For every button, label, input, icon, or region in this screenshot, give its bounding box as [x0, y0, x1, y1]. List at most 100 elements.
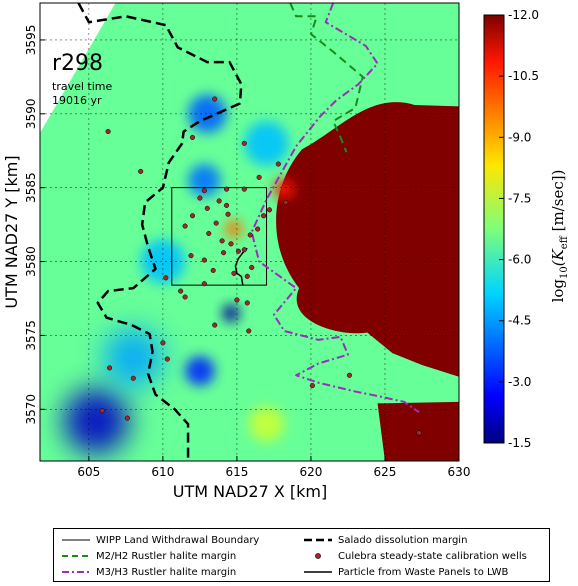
high-k-spot — [63, 388, 129, 454]
calibration-well-marker — [206, 230, 212, 237]
legend-item-wipp-boundary: WIPP Land Withdrawal Boundary — [62, 532, 259, 548]
y-axis-ticks: 3570 3575 3580 3585 3590 3595 — [24, 25, 45, 425]
calibration-well-marker — [416, 430, 422, 436]
legend-swatch-dashed-green — [62, 555, 90, 557]
calibration-well-marker — [249, 264, 255, 271]
calibration-well-marker — [283, 199, 289, 206]
colorbar-tick-label: -3.0 — [508, 375, 531, 389]
low-k-spot — [273, 178, 295, 200]
no-data-corner — [40, 3, 116, 134]
colorbar-label-main: (K — [549, 248, 567, 266]
legend-label-m2h2-margin: M2/H2 Rustler halite margin — [96, 550, 237, 562]
m3-h3-rustler-halite-margin-line — [250, 3, 420, 414]
calibration-well-marker — [241, 247, 247, 253]
legend-swatch-dashed-thick — [304, 538, 332, 542]
calibration-well-marker — [182, 294, 188, 300]
high-k-spot — [185, 356, 215, 386]
legend-item-m2h2-margin: M2/H2 Rustler halite margin — [62, 548, 236, 564]
colorbar-label: log10(Keff [m/sec]) — [549, 170, 570, 303]
calibration-well-marker — [197, 195, 203, 201]
calibration-well-marker — [228, 241, 234, 247]
run-label: r298 — [52, 51, 103, 76]
legend-label-particle-path: Particle from Waste Panels to LWB — [338, 566, 509, 578]
plot-area: 605 610 615 620 625 630 357035753580358535903… — [24, 2, 470, 479]
calibration-well-marker — [160, 340, 166, 346]
m2-h2-rustler-halite-margin-line — [289, 3, 364, 153]
calibration-well-marker — [216, 198, 222, 204]
x-tick-label: 625 — [374, 465, 397, 479]
colorbar-label-log: log — [549, 279, 567, 303]
legend-swatch-solid — [304, 571, 332, 573]
colorbar: -1.5 -3.0 -4.5 -6.0 -7.5 -9.0 -10.5 -12.0 log10… — [483, 8, 570, 450]
travel-time-value: 19016 yr — [52, 94, 102, 107]
colorbar-tick-label: -12.0 — [508, 8, 539, 22]
travel-time-label: travel time — [52, 80, 112, 93]
x-tick-label: 615 — [225, 465, 248, 479]
calibration-well-marker — [204, 205, 210, 211]
legend: WIPP Land Withdrawal Boundary Salado dis… — [53, 528, 550, 582]
series-layer — [77, 3, 422, 461]
colorbar-tick-label: -4.5 — [508, 314, 531, 328]
colorbar-label-unit: [m/sec]) — [549, 170, 567, 237]
legend-label-salado-margin: Salado dissolution margin — [338, 534, 468, 546]
legend-swatch-well-marker — [315, 553, 321, 559]
calibration-well-marker — [189, 213, 196, 219]
y-tick-label: 3595 — [24, 25, 38, 56]
calibration-well-marker — [244, 273, 250, 279]
particle-from-waste-panels-to-lwb-line — [234, 247, 248, 286]
calibration-well-marker — [224, 202, 230, 208]
high-k-spot — [244, 121, 289, 166]
legend-item-calibration-wells: Culebra steady-state calibration wells — [304, 548, 527, 564]
calibration-well-marker — [275, 161, 281, 167]
y-tick-label: 3585 — [24, 172, 38, 203]
y-tick-label: 3575 — [24, 320, 38, 351]
calibration-well-marker — [99, 408, 105, 414]
calibration-well-marker — [256, 174, 262, 180]
colorbar-label-sub: 10 — [559, 266, 570, 279]
legend-label-calibration-wells: Culebra steady-state calibration wells — [338, 550, 527, 562]
legend-label-wipp-boundary: WIPP Land Withdrawal Boundary — [96, 534, 260, 546]
calibration-well-marker — [241, 186, 247, 192]
calibration-well-marker — [244, 300, 250, 306]
calibration-well-marker — [346, 372, 352, 378]
calibration-well-marker — [164, 356, 170, 362]
calibration-well-marker — [235, 248, 241, 254]
calibration-well-marker — [225, 211, 231, 217]
x-tick-label: 610 — [151, 465, 174, 479]
legend-item-salado-margin: Salado dissolution margin — [304, 532, 467, 548]
x-axis-ticks: 605 610 615 620 625 630 — [77, 456, 470, 479]
legend-item-particle-path: Particle from Waste Panels to LWB — [304, 564, 508, 580]
legend-swatch-solid-thin — [62, 539, 90, 541]
high-k-spot — [140, 239, 186, 284]
calibration-well-marker — [124, 415, 130, 421]
calibration-well-marker — [130, 375, 136, 381]
legend-label-m3h3-margin: M3/H3 Rustler halite margin — [96, 566, 237, 578]
y-tick-label: 3580 — [24, 246, 38, 277]
colorbar-gradient — [483, 14, 505, 444]
y-tick-label: 3570 — [24, 394, 38, 425]
calibration-well-marker — [234, 297, 240, 303]
calibration-well-marker — [213, 220, 219, 226]
calibration-well-marker — [261, 213, 267, 219]
colorbar-tick-label: -10.5 — [508, 69, 539, 83]
x-tick-label: 620 — [299, 465, 322, 479]
calibration-well-marker — [178, 288, 184, 294]
calibration-well-marker — [188, 253, 194, 259]
x-tick-label: 605 — [77, 465, 100, 479]
high-k-spot — [222, 304, 240, 323]
y-tick-label: 3590 — [24, 99, 38, 130]
calibration-well-marker — [231, 270, 237, 276]
calibration-well-marker — [247, 232, 253, 238]
high-k-spot — [188, 164, 221, 197]
calibration-well-marker — [221, 250, 227, 256]
calibration-well-marker — [201, 257, 207, 263]
calibration-well-marker — [224, 186, 230, 192]
calibration-well-marker — [219, 238, 225, 244]
calibration-well-marker — [210, 267, 216, 273]
calibration-well-marker — [241, 140, 247, 146]
colorbar-ticks: -1.5 -3.0 -4.5 -6.0 -7.5 -9.0 -10.5 -12.0 — [499, 8, 539, 450]
calibration-well-marker — [212, 96, 218, 102]
low-k-spot — [248, 406, 285, 442]
calibration-well-marker — [266, 207, 273, 213]
legend-item-m3h3-margin: M3/H3 Rustler halite margin — [62, 564, 236, 580]
